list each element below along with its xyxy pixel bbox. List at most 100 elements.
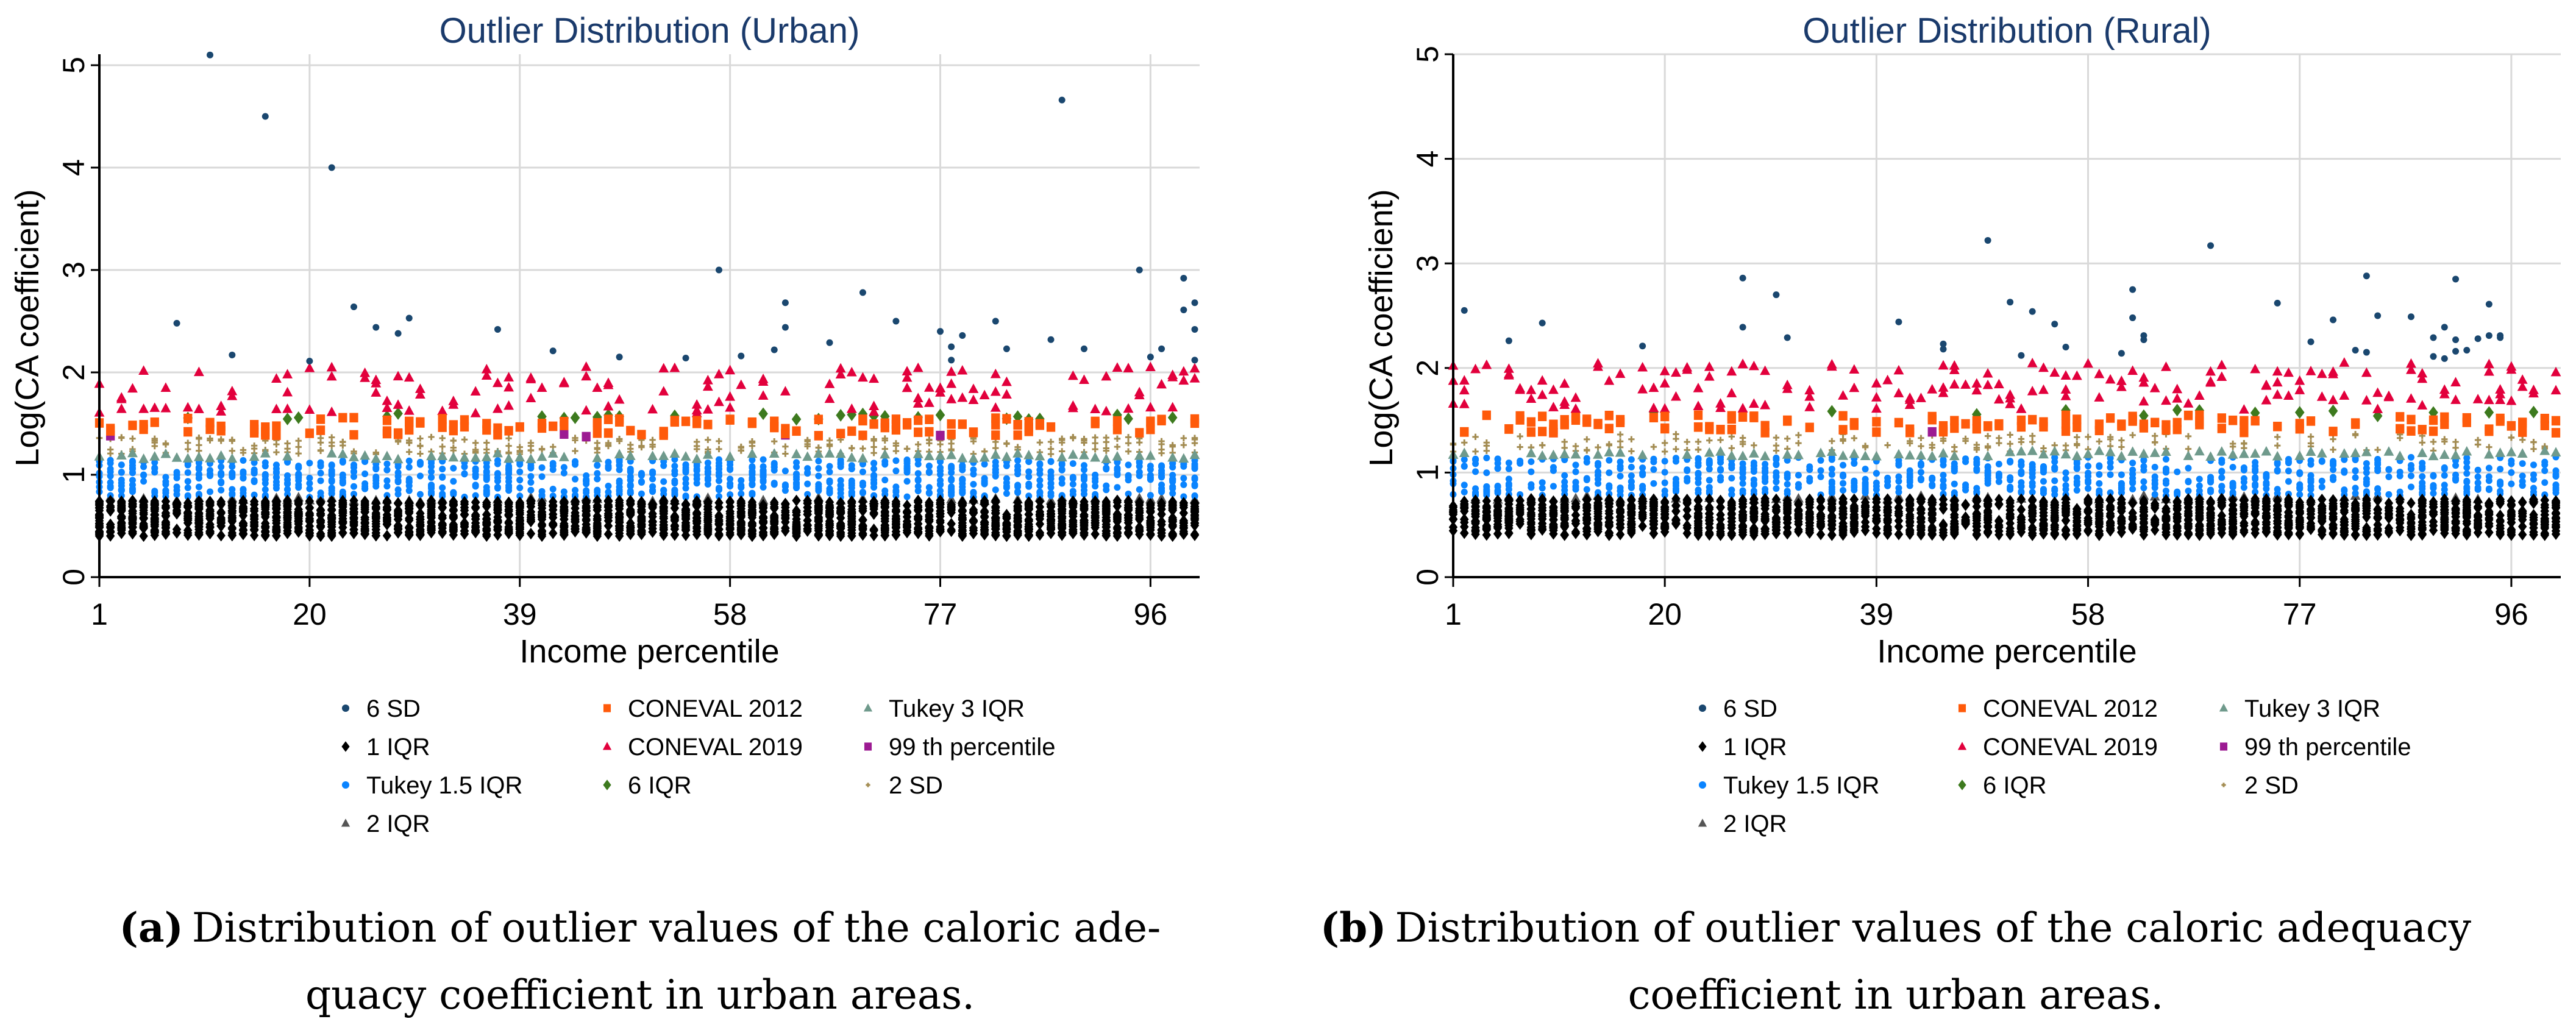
- data-point: [648, 522, 657, 534]
- data-point: [2073, 481, 2080, 488]
- data-point: [681, 498, 691, 510]
- data-point: [670, 495, 680, 508]
- data-point: [1617, 465, 1624, 472]
- data-point: [438, 512, 447, 524]
- data-point: [1114, 459, 1121, 466]
- data-point: [835, 363, 846, 373]
- data-point: [1851, 460, 1858, 467]
- data-point: [2307, 433, 2314, 440]
- data-point: [2385, 473, 2393, 480]
- legend-item-coneval-2019: CONEVAL 2019: [602, 734, 803, 761]
- data-point: [2396, 472, 2403, 480]
- data-point: [1628, 478, 1635, 485]
- data-point: [1103, 434, 1109, 441]
- data-point: [472, 492, 479, 499]
- data-point: [1069, 518, 1078, 530]
- data-point: [261, 506, 270, 518]
- data-point: [1673, 435, 1679, 442]
- data-point: [2430, 438, 2437, 446]
- data-point: [172, 527, 182, 539]
- data-point: [703, 515, 713, 527]
- data-point: [372, 464, 380, 471]
- data-point: [738, 484, 745, 491]
- data-point: [295, 471, 302, 478]
- data-point: [1628, 436, 1635, 442]
- data-point: [1057, 504, 1067, 516]
- data-point: [1472, 455, 1479, 463]
- data-point: [549, 347, 557, 355]
- legend-label: 6 SD: [366, 695, 421, 722]
- data-point: [205, 497, 215, 509]
- data-point: [1002, 513, 1011, 525]
- data-point: [2294, 406, 2305, 419]
- data-point: [129, 485, 136, 492]
- data-point: [990, 402, 1001, 412]
- data-point: [914, 488, 922, 495]
- legend-item-6-iqr: 6 IQR: [603, 772, 691, 799]
- data-point: [1751, 442, 1757, 449]
- data-point: [1101, 405, 1112, 416]
- data-point: [1927, 427, 1937, 437]
- data-point: [1046, 501, 1056, 513]
- legend-label: 99 th percentile: [889, 734, 1056, 761]
- data-point: [2530, 476, 2537, 483]
- data-point: [2374, 490, 2382, 497]
- data-point: [925, 489, 933, 496]
- data-point: [394, 477, 402, 484]
- data-point: [957, 452, 968, 463]
- data-point: [1112, 451, 1123, 461]
- data-point: [2007, 483, 2014, 491]
- data-point: [1561, 438, 1568, 446]
- data-point: [306, 474, 313, 481]
- data-point: [294, 508, 303, 520]
- figure-caption: (a) Distribution of outlier values of the…: [119, 904, 1161, 1018]
- data-point: [959, 332, 966, 339]
- data-point: [727, 475, 734, 483]
- data-point: [393, 510, 403, 522]
- data-point: [305, 428, 315, 438]
- data-point: [603, 400, 614, 411]
- data-point: [538, 464, 546, 471]
- data-point: [858, 520, 867, 533]
- data-point: [261, 430, 270, 440]
- data-point: [2196, 482, 2203, 489]
- data-point: [2508, 457, 2515, 464]
- data-point: [2129, 478, 2137, 486]
- data-point: [537, 520, 547, 532]
- data-point: [2040, 478, 2047, 485]
- data-point: [1828, 478, 1835, 485]
- data-point: [272, 421, 281, 431]
- data-point: [1003, 479, 1010, 486]
- data-point: [549, 495, 558, 508]
- data-point: [349, 430, 358, 440]
- data-point: [1112, 511, 1122, 523]
- data-point: [493, 529, 502, 541]
- data-point: [149, 402, 160, 412]
- data-point: [947, 419, 956, 429]
- data-point: [2419, 465, 2426, 472]
- data-point: [2151, 491, 2158, 498]
- data-point: [714, 517, 724, 530]
- data-point: [803, 494, 812, 507]
- data-point: [361, 470, 369, 478]
- data-point: [1773, 442, 1780, 449]
- data-point: [826, 463, 833, 470]
- data-point: [2396, 435, 2403, 441]
- data-point: [582, 509, 591, 522]
- data-point: [1070, 435, 1076, 442]
- data-point: [903, 469, 911, 476]
- data-point: [1069, 510, 1078, 522]
- data-point: [1684, 475, 1691, 482]
- data-point: [658, 363, 669, 373]
- data-point: [936, 430, 945, 441]
- data-point: [1661, 448, 1668, 455]
- data-point: [1146, 499, 1155, 511]
- data-point: [968, 394, 979, 404]
- data-point: [1135, 513, 1144, 526]
- data-point: [1706, 489, 1713, 497]
- data-point: [470, 452, 481, 462]
- data-point: [858, 372, 868, 382]
- data-point: [1036, 477, 1044, 484]
- data-point: [747, 517, 757, 530]
- data-point: [1537, 389, 1548, 399]
